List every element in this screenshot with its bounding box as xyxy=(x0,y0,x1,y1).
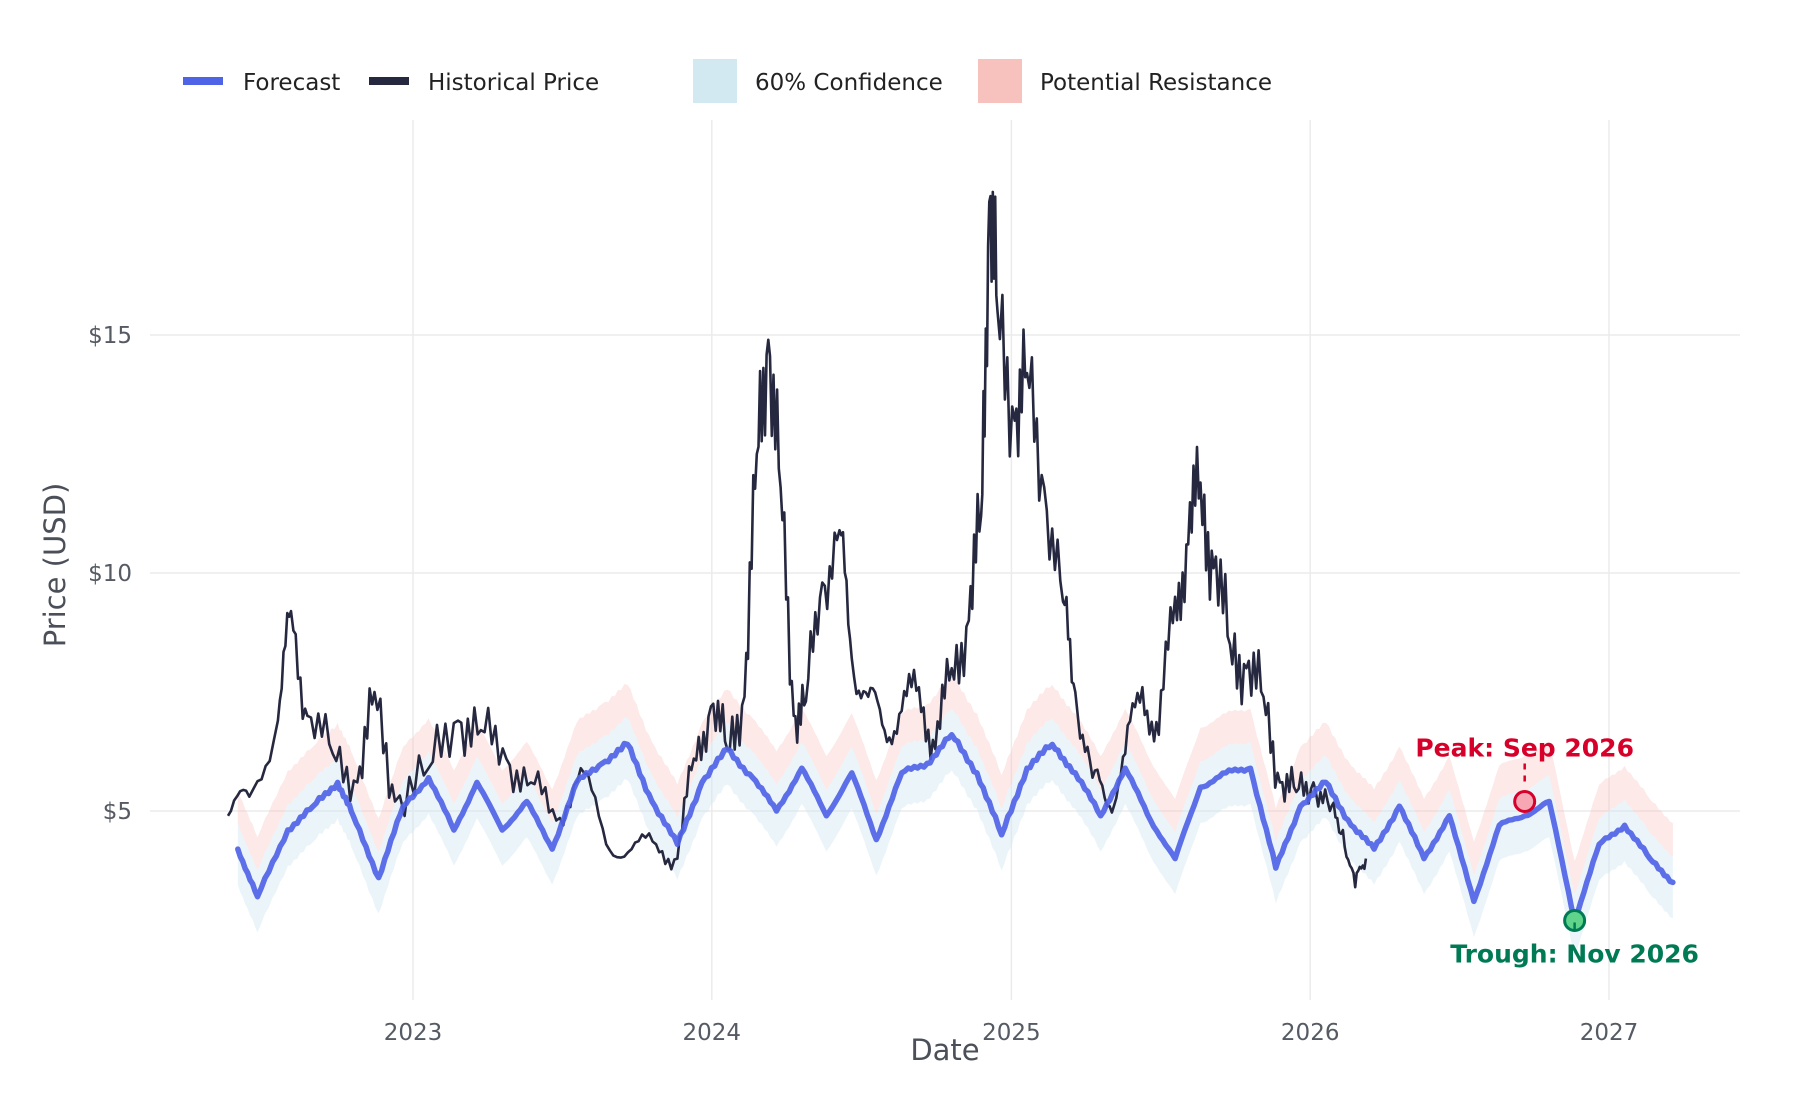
forecast-line xyxy=(235,732,1676,924)
resistance-band xyxy=(237,675,1673,895)
legend-swatch-confidence xyxy=(693,59,737,103)
grid xyxy=(150,120,1740,1000)
peak-label: Peak: Sep 2026 xyxy=(1415,733,1634,762)
legend-label-historical: Historical Price xyxy=(428,70,599,96)
legend-label-forecast: Forecast xyxy=(243,70,340,96)
y-tick-label: $5 xyxy=(103,799,132,825)
historical-price-line xyxy=(226,190,1368,889)
forecast-series-layer xyxy=(235,732,1676,924)
x-tick-label: 2025 xyxy=(982,1020,1041,1046)
trough-label: Trough: Nov 2026 xyxy=(1450,939,1699,968)
tick-labels-layer: $5 $10 $15 2023 2024 2025 2026 2027 xyxy=(88,323,1638,1046)
bands-layer xyxy=(237,675,1673,957)
legend-swatch-forecast xyxy=(183,77,223,85)
historical-series-layer xyxy=(226,190,1368,889)
legend-swatch-historical xyxy=(369,77,409,85)
peak-marker xyxy=(1513,789,1537,813)
x-tick-label: 2026 xyxy=(1281,1020,1340,1046)
x-tick-label: 2027 xyxy=(1580,1020,1639,1046)
y-axis-title: Price (USD) xyxy=(38,483,72,648)
y-tick-label: $15 xyxy=(88,323,132,349)
legend: Forecast Historical Price 60% Confidence… xyxy=(183,59,1272,103)
x-axis-title: Date xyxy=(910,1033,979,1067)
x-tick-label: 2024 xyxy=(683,1020,742,1046)
legend-swatch-resistance xyxy=(978,59,1022,103)
legend-label-confidence: 60% Confidence xyxy=(755,70,943,96)
legend-label-resistance: Potential Resistance xyxy=(1040,70,1272,96)
y-tick-label: $10 xyxy=(88,561,132,587)
x-tick-label: 2023 xyxy=(384,1020,443,1046)
annotations-layer: Peak: Sep 2026 Trough: Nov 2026 xyxy=(1415,733,1699,968)
